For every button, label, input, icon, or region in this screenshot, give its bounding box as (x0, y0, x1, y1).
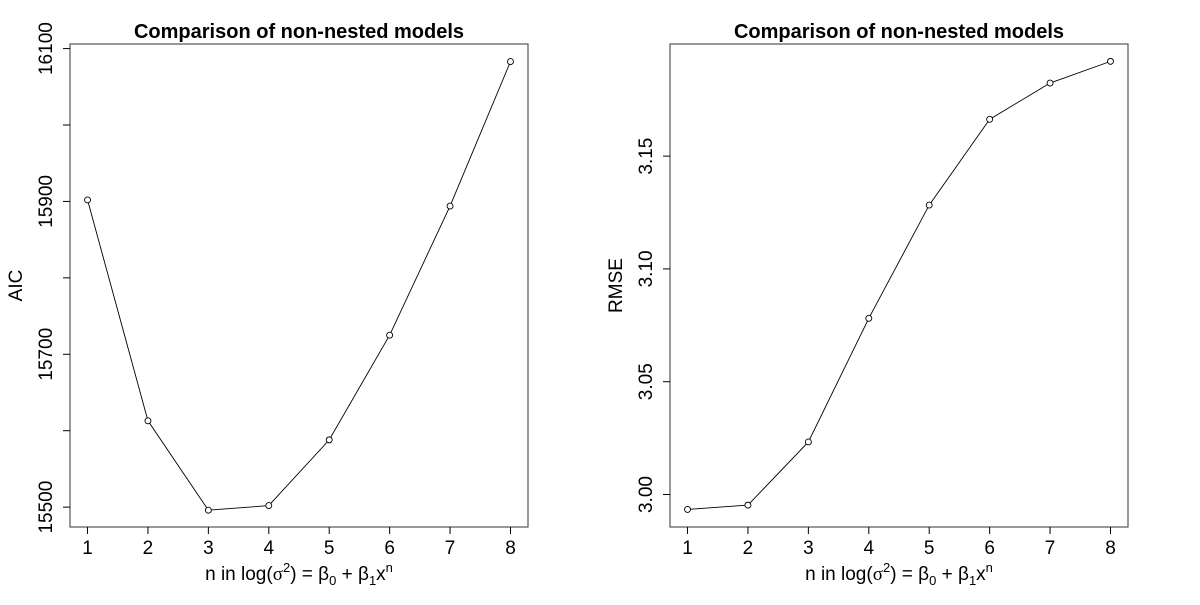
x-tick-label: 1 (682, 538, 693, 559)
series-line (687, 60, 1111, 510)
data-point (1107, 57, 1114, 65)
x-tick-label: 5 (324, 538, 335, 559)
xlabel-text: x (976, 564, 986, 585)
x-tick-label: 8 (1105, 538, 1116, 559)
xlabel-text: + β (336, 564, 369, 585)
y-tick-label: 16100 (36, 22, 57, 75)
xlabel-sup: n (386, 560, 393, 575)
y-axis-label: RMSE (606, 258, 627, 313)
xlabel-sigma: σ (273, 564, 283, 585)
y-tick-label: 15500 (36, 481, 57, 534)
data-point (386, 331, 394, 339)
xlabel-text: ) = β (290, 564, 329, 585)
data-point (865, 314, 873, 322)
x-tick-label: 8 (505, 538, 516, 559)
data-point (325, 436, 333, 444)
xlabel-sigma: σ (873, 564, 883, 585)
plot-frame (669, 43, 1129, 528)
x-axis-label: n in log(σ2) = β0 + β1xn (805, 560, 993, 588)
y-tick-label: 3.10 (636, 250, 657, 287)
xlabel-text: x (376, 564, 386, 585)
data-point (144, 417, 152, 425)
data-point (804, 438, 812, 446)
xlabel-text: + β (936, 564, 969, 585)
x-tick-label: 2 (143, 538, 154, 559)
xlabel-sub: 1 (369, 573, 376, 588)
x-tick-label: 1 (82, 538, 93, 559)
data-point (84, 196, 91, 204)
xlabel-sub: 0 (929, 573, 936, 588)
x-axis-label: n in log(σ2) = β0 + β1xn (205, 560, 393, 588)
x-tick-label: 7 (1045, 538, 1056, 559)
y-tick-label: 3.15 (636, 138, 657, 175)
data-point (204, 506, 212, 514)
data-point (684, 505, 691, 513)
x-tick-label: 4 (863, 538, 874, 559)
xlabel-sub: 0 (329, 573, 336, 588)
series-line (87, 61, 511, 511)
plot-frame (69, 43, 529, 528)
data-point (507, 58, 514, 66)
xlabel-text: ) = β (890, 564, 929, 585)
data-point (446, 202, 454, 210)
data-point (1046, 79, 1054, 87)
y-tick-label: 15900 (36, 175, 57, 228)
y-tick-label: 15700 (36, 328, 57, 381)
x-tick-label: 2 (743, 538, 754, 559)
x-tick-label: 3 (203, 538, 214, 559)
y-tick-label: 3.00 (636, 476, 657, 513)
x-tick-label: 6 (384, 538, 395, 559)
x-tick-label: 6 (984, 538, 995, 559)
data-point (744, 501, 752, 509)
y-tick-label: 3.05 (636, 363, 657, 400)
x-tick-label: 3 (803, 538, 814, 559)
data-point (986, 115, 994, 123)
data-point (925, 201, 933, 209)
data-point (265, 502, 273, 510)
y-axis-label: AIC (6, 270, 27, 302)
xlabel-sup: n (986, 560, 993, 575)
xlabel-text: n in log( (205, 564, 273, 585)
panel-2: Comparison of non-nested models 1 2 3 4 5 6 7 8 3… (606, 21, 1129, 588)
x-tick-label: 7 (445, 538, 456, 559)
x-tick-label: 5 (924, 538, 935, 559)
chart-title: Comparison of non-nested models (734, 21, 1064, 43)
x-tick-label: 4 (263, 538, 274, 559)
xlabel-sup: 2 (283, 560, 290, 575)
xlabel-text: n in log( (805, 564, 873, 585)
panel-1: Comparison of non-nested models 1 2 3 4 5 6 7 8 1… (6, 21, 529, 588)
xlabel-sub: 1 (969, 573, 976, 588)
chart-title: Comparison of non-nested models (134, 21, 464, 43)
xlabel-sup: 2 (883, 560, 890, 575)
